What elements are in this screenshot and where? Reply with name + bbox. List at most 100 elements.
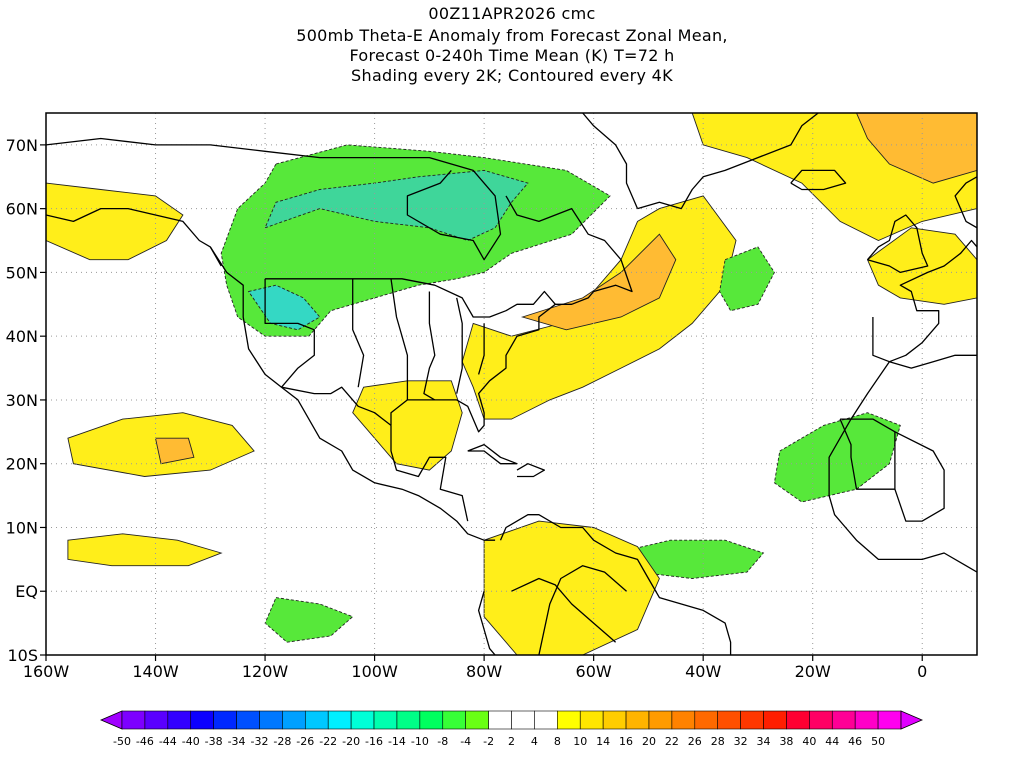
colorbar-label: 26 bbox=[688, 735, 702, 748]
anomaly-area-equatorial-pacific-pos bbox=[67, 533, 223, 567]
colorbar-label: -16 bbox=[365, 735, 383, 748]
colorbar-swatch bbox=[602, 710, 627, 730]
x-tick-label: 40W bbox=[685, 662, 721, 681]
x-tick-label: 160W bbox=[23, 662, 70, 681]
coastline-segment bbox=[894, 431, 945, 522]
coastline-segment bbox=[477, 591, 496, 655]
colorbar-high-triangle bbox=[900, 710, 924, 730]
colorbar-label: 2 bbox=[508, 735, 515, 748]
coastline-segment bbox=[499, 514, 732, 655]
colorbar-swatch bbox=[763, 710, 787, 730]
coastline-segment bbox=[352, 278, 365, 388]
y-tick-label: 70N bbox=[6, 136, 38, 155]
coastline-segment bbox=[516, 463, 546, 478]
colorbar-label: 44 bbox=[825, 735, 839, 748]
title-line-2: 500mb Theta-E Anomaly from Forecast Zona… bbox=[296, 26, 728, 45]
coastline-segment bbox=[839, 418, 896, 490]
x-tick-label: 60W bbox=[576, 662, 612, 681]
coastline-segment bbox=[456, 297, 463, 394]
coastline-segment bbox=[582, 113, 639, 209]
colorbar-label: 10 bbox=[573, 735, 587, 748]
coastline-segment bbox=[423, 291, 436, 401]
coastline-segment bbox=[828, 361, 977, 573]
coastline-segment bbox=[889, 354, 977, 369]
colorbar-label: 14 bbox=[596, 735, 610, 748]
colorbar-label: -22 bbox=[319, 735, 337, 748]
colorbar-label: 16 bbox=[619, 735, 633, 748]
colorbar-label: -4 bbox=[460, 735, 471, 748]
colorbar-label: 28 bbox=[711, 735, 725, 748]
x-tick-label: 80W bbox=[466, 662, 502, 681]
colorbar-swatch bbox=[236, 710, 260, 730]
coastline-segment bbox=[390, 195, 633, 433]
colorbar-swatch bbox=[511, 710, 535, 730]
colorbar-swatch bbox=[304, 710, 329, 730]
coastline-segment bbox=[511, 577, 617, 643]
y-tick-label: 20N bbox=[6, 455, 38, 474]
anomaly-area-alaska-positive bbox=[46, 182, 184, 261]
coastline-segment bbox=[264, 278, 315, 388]
colorbar-swatch bbox=[213, 710, 237, 730]
colorbar-label: -28 bbox=[273, 735, 291, 748]
colorbar-label: 4 bbox=[531, 735, 538, 748]
coastline-layer bbox=[46, 113, 977, 655]
anomaly-area-canada-deeper bbox=[264, 169, 529, 241]
anomaly-area-midatlantic-neg bbox=[719, 246, 775, 312]
colorbar-low-triangle bbox=[99, 710, 123, 730]
colorbar-swatch bbox=[190, 710, 214, 730]
colorbar-swatch bbox=[144, 710, 169, 730]
colorbar-label: -20 bbox=[342, 735, 360, 748]
anomaly-fill-layer bbox=[46, 113, 977, 655]
coastline-segment bbox=[281, 386, 392, 426]
y-tick-label: 30N bbox=[6, 391, 38, 410]
colorbar-label: 20 bbox=[642, 735, 656, 748]
axis-labels: 160W 140W 120W 100W 80W 60W 40W 20W 0 70N 60N 50N 40… bbox=[6, 136, 928, 681]
colorbar-swatch bbox=[259, 710, 283, 730]
title-line-4: Shading every 2K; Contoured every 4K bbox=[351, 66, 673, 85]
anomaly-area-mexico-positive bbox=[352, 380, 463, 471]
x-tick-label: 120W bbox=[242, 662, 289, 681]
colorbar-label: -38 bbox=[205, 735, 223, 748]
colorbar-swatch bbox=[740, 710, 764, 730]
colorbar-swatch bbox=[877, 710, 902, 730]
colorbar-swatch bbox=[442, 710, 466, 730]
colorbar-swatch bbox=[831, 710, 856, 730]
y-tick-label: 10N bbox=[6, 518, 38, 537]
colorbar-swatch bbox=[717, 710, 741, 730]
colorbar-swatch bbox=[282, 710, 306, 730]
coastline-segment bbox=[637, 113, 819, 210]
colorbar-swatch bbox=[488, 710, 512, 730]
coastline-segment bbox=[390, 278, 409, 400]
anomaly-area-northeast-orange bbox=[856, 113, 977, 184]
colorbar-swatch bbox=[396, 710, 421, 730]
anomaly-area-pacific-core bbox=[154, 437, 195, 465]
colorbar-label: -2 bbox=[483, 735, 494, 748]
colorbar-label: -34 bbox=[228, 735, 246, 748]
coastline-segment bbox=[872, 239, 977, 363]
colorbar-label: -44 bbox=[159, 735, 177, 748]
colorbar-label: -8 bbox=[437, 735, 448, 748]
y-tick-label: EQ bbox=[15, 582, 38, 601]
colorbar-swatch bbox=[648, 710, 673, 730]
colorbar-swatch bbox=[327, 710, 352, 730]
x-tick-label: 100W bbox=[351, 662, 398, 681]
y-tick-label: 40N bbox=[6, 327, 38, 346]
colorbar-swatch bbox=[419, 710, 444, 730]
coastline-segment bbox=[477, 323, 485, 375]
colorbar-label: -50 bbox=[113, 735, 131, 748]
colorbar-label: 22 bbox=[665, 735, 679, 748]
colorbar-label: -14 bbox=[388, 735, 406, 748]
colorbar-swatch bbox=[625, 710, 650, 730]
coastline-segment bbox=[467, 443, 518, 465]
colorbar-swatch bbox=[809, 710, 833, 730]
coastline-segment bbox=[209, 246, 222, 267]
colorbar-swatch bbox=[350, 710, 375, 730]
title-line-1: 00Z11APR2026 cmc bbox=[428, 4, 596, 23]
anomaly-area-atlantic-orange bbox=[520, 233, 677, 331]
coastline-segment bbox=[265, 278, 556, 318]
colorbar-label: -26 bbox=[296, 735, 314, 748]
colorbar-swatch bbox=[373, 710, 398, 730]
colorbar-label: 8 bbox=[554, 735, 561, 748]
title-block: 00Z11APR2026 cmc 500mb Theta-E Anomaly f… bbox=[0, 0, 1024, 108]
